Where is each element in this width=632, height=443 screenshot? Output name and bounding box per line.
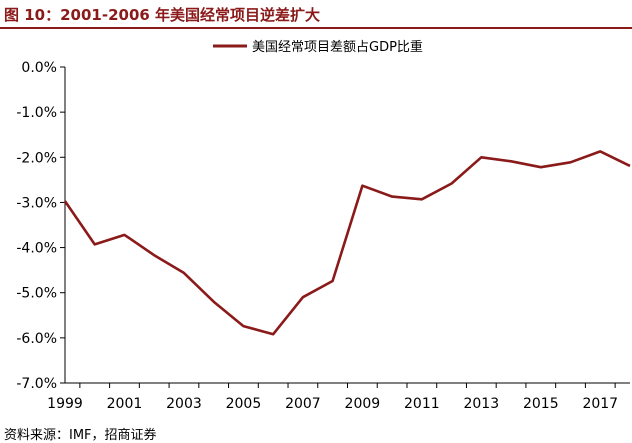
title-rule [0, 27, 632, 29]
y-tick-labels: 0.0% -1.0% -2.0% -3.0% -4.0% -5.0% -6.0% -7.0% [16, 60, 57, 392]
x-tick-label: 2007 [285, 396, 321, 412]
y-tick-label: -5.0% [16, 286, 57, 302]
legend-label: 美国经常项目差额占GDP比重 [252, 39, 423, 55]
x-tick-label: 2011 [404, 396, 440, 412]
y-tick-label: -3.0% [16, 195, 57, 211]
x-tick-label: 2015 [523, 396, 559, 412]
x-tick-label: 2001 [107, 396, 143, 412]
source-note: 资料来源：IMF，招商证券 [4, 428, 157, 443]
x-tick-label: 2003 [166, 396, 202, 412]
y-tick-label: -7.0% [16, 376, 57, 392]
x-tick-label: 2005 [226, 396, 262, 412]
y-tick-label: -2.0% [16, 150, 57, 166]
y-tick-label: -6.0% [16, 331, 57, 347]
legend: 美国经常项目差额占GDP比重 [213, 39, 423, 55]
x-tick-label: 2009 [345, 396, 381, 412]
axes [60, 66, 630, 388]
series-line [63, 150, 631, 336]
x-tick-label: 2017 [582, 396, 618, 412]
x-tick-label: 1999 [47, 396, 83, 412]
figure-title: 图 10：2001-2006 年美国经常项目逆差扩大 [4, 6, 321, 24]
x-tick-label: 2013 [463, 396, 499, 412]
x-tick-labels: 1999 2001 2003 2005 2007 2009 2011 2013 2015 2017 [47, 396, 618, 412]
y-tick-label: -4.0% [16, 241, 57, 257]
y-tick-label: 0.0% [21, 60, 57, 76]
y-tick-label: -1.0% [16, 105, 57, 121]
